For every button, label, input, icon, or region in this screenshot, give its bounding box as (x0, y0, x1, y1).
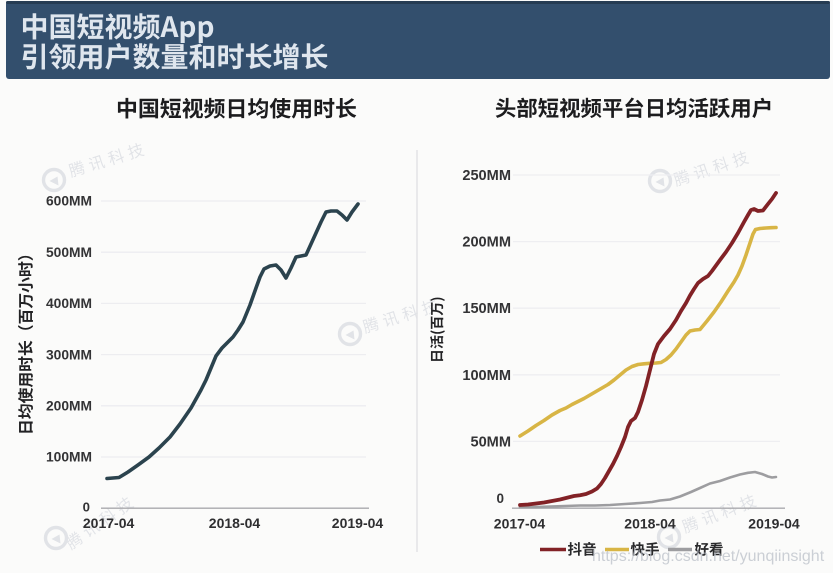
svg-text:100MM: 100MM (462, 368, 511, 384)
svg-text:200MM: 200MM (46, 399, 92, 414)
svg-text:2019-04: 2019-04 (748, 516, 800, 532)
svg-text:100MM: 100MM (46, 450, 92, 465)
svg-text:2018-04: 2018-04 (209, 515, 261, 531)
svg-text:https://blog.csdn.net/yunqiins: https://blog.csdn.net/yunqiinsight (592, 548, 825, 565)
svg-text:0: 0 (83, 500, 90, 515)
svg-text:2017-04: 2017-04 (83, 515, 135, 531)
svg-text:2017-04: 2017-04 (494, 516, 546, 532)
svg-text:50MM: 50MM (470, 434, 511, 450)
svg-text:500MM: 500MM (46, 245, 92, 260)
svg-text:300MM: 300MM (46, 347, 92, 362)
svg-text:400MM: 400MM (46, 296, 92, 311)
svg-text:2018-04: 2018-04 (624, 516, 676, 532)
svg-text:0: 0 (496, 491, 504, 506)
svg-text:150MM: 150MM (462, 301, 511, 317)
svg-text:250MM: 250MM (462, 168, 511, 184)
svg-text:600MM: 600MM (46, 194, 92, 209)
svg-text:2019-04: 2019-04 (332, 515, 384, 531)
svg-text:200MM: 200MM (462, 235, 511, 251)
